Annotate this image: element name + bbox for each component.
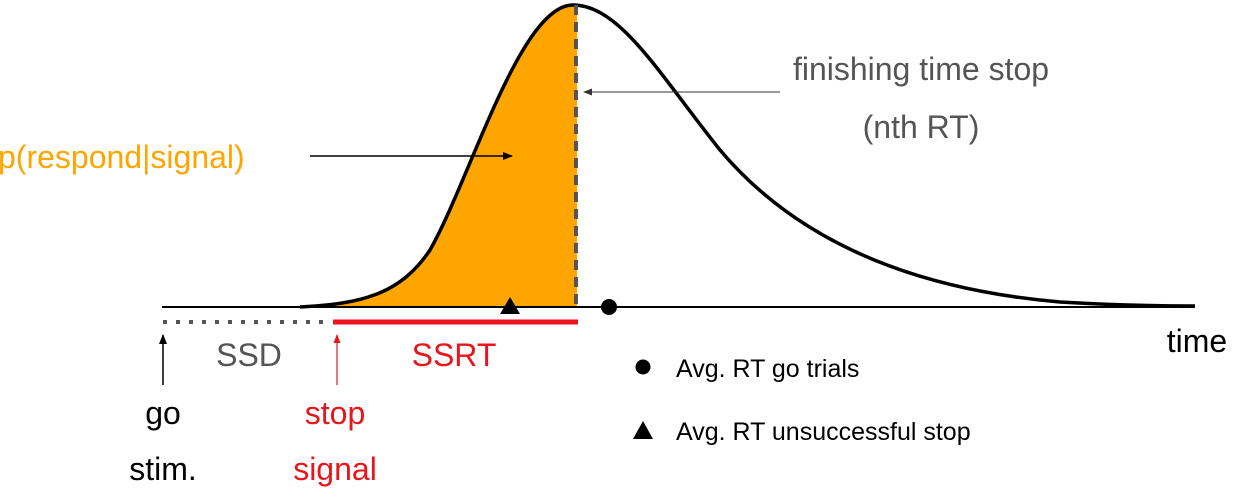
stop-label: stop: [305, 395, 365, 431]
finishing-time-label: finishing time stop: [793, 51, 1049, 87]
legend-unsuccessful-stop-marker: [633, 421, 653, 439]
legend-go-trials-marker: [635, 359, 651, 375]
legend-go-trials-label: Avg. RT go trials: [676, 355, 859, 383]
rt-distribution-curve: [299, 3, 1196, 309]
ssd-label: SSD: [216, 337, 282, 373]
go-trials-marker: [601, 299, 617, 315]
unsuccessful-stop-marker: [500, 297, 520, 314]
go-label: go: [145, 395, 181, 431]
p-respond-label: p(respond|signal): [0, 139, 245, 175]
time-label: time: [1167, 323, 1227, 359]
stim-label: stim.: [129, 451, 197, 487]
ssrt-label: SSRT: [412, 337, 497, 373]
nth-rt-label: (nth RT): [863, 109, 980, 145]
signal-label: signal: [293, 451, 377, 487]
legend-unsuccessful-stop-label: Avg. RT unsuccessful stop: [676, 418, 971, 446]
